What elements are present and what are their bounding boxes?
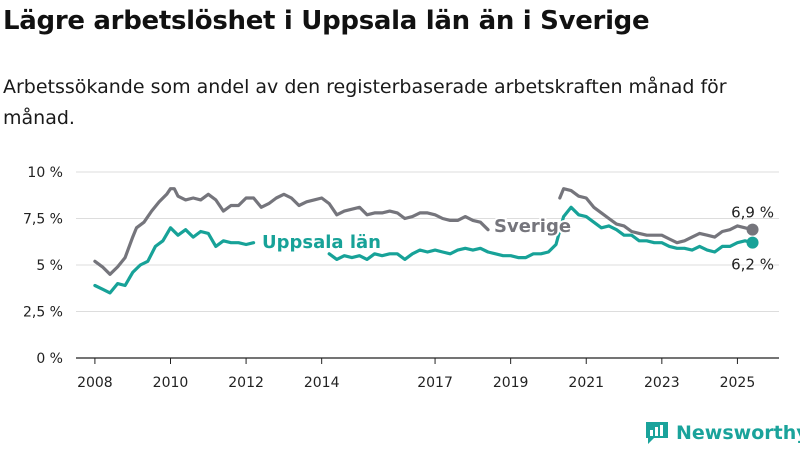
x-tick-label: 2021 bbox=[568, 375, 604, 391]
series-line bbox=[93, 187, 490, 276]
y-tick-label: 0 % bbox=[36, 351, 63, 367]
newsworthy-logo-icon bbox=[646, 422, 668, 444]
series-end-point bbox=[746, 236, 759, 249]
y-tick-label: 7,5 % bbox=[23, 212, 63, 228]
x-tick-label: 2014 bbox=[304, 375, 340, 391]
series-name-label: Uppsala län bbox=[262, 232, 381, 253]
page-title: Lägre arbetslöshet i Uppsala län än i Sv… bbox=[3, 6, 650, 36]
y-tick-label: 5 % bbox=[36, 258, 63, 274]
y-axis-ticks: 0 % 2,5 % 5 % 7,5 % 10 % bbox=[23, 165, 63, 367]
brand-name: Newsworthy bbox=[676, 422, 800, 444]
x-tick-label: 2025 bbox=[720, 375, 756, 391]
x-tick-label: 2017 bbox=[417, 375, 453, 391]
page-subtitle: Arbetssökande som andel av den registerb… bbox=[3, 76, 727, 129]
series-labels: Sverige 6,9 % Uppsala län 6,2 % bbox=[260, 204, 774, 274]
y-tick-label: 10 % bbox=[27, 165, 63, 181]
series-line bbox=[93, 226, 256, 295]
y-tick-label: 2,5 % bbox=[23, 305, 63, 321]
x-tick-label: 2010 bbox=[153, 375, 189, 391]
end-value-label: 6,9 % bbox=[731, 204, 774, 222]
series-line bbox=[558, 187, 755, 245]
x-tick-label: 2019 bbox=[493, 375, 529, 391]
series-end-point bbox=[746, 223, 759, 236]
series-line bbox=[327, 205, 755, 261]
end-value-label: 6,2 % bbox=[731, 256, 774, 274]
brand: Newsworthy bbox=[644, 419, 800, 447]
series bbox=[93, 187, 759, 295]
x-tick-label: 2023 bbox=[644, 375, 680, 391]
series-name-label: Sverige bbox=[494, 216, 571, 237]
x-tick-label: 2012 bbox=[228, 375, 264, 391]
x-tick-label: 2008 bbox=[77, 375, 113, 391]
gridlines bbox=[76, 171, 779, 312]
x-axis-ticks: 2008 2010 2012 2014 2017 2019 2021 2023 2025 bbox=[77, 358, 755, 391]
